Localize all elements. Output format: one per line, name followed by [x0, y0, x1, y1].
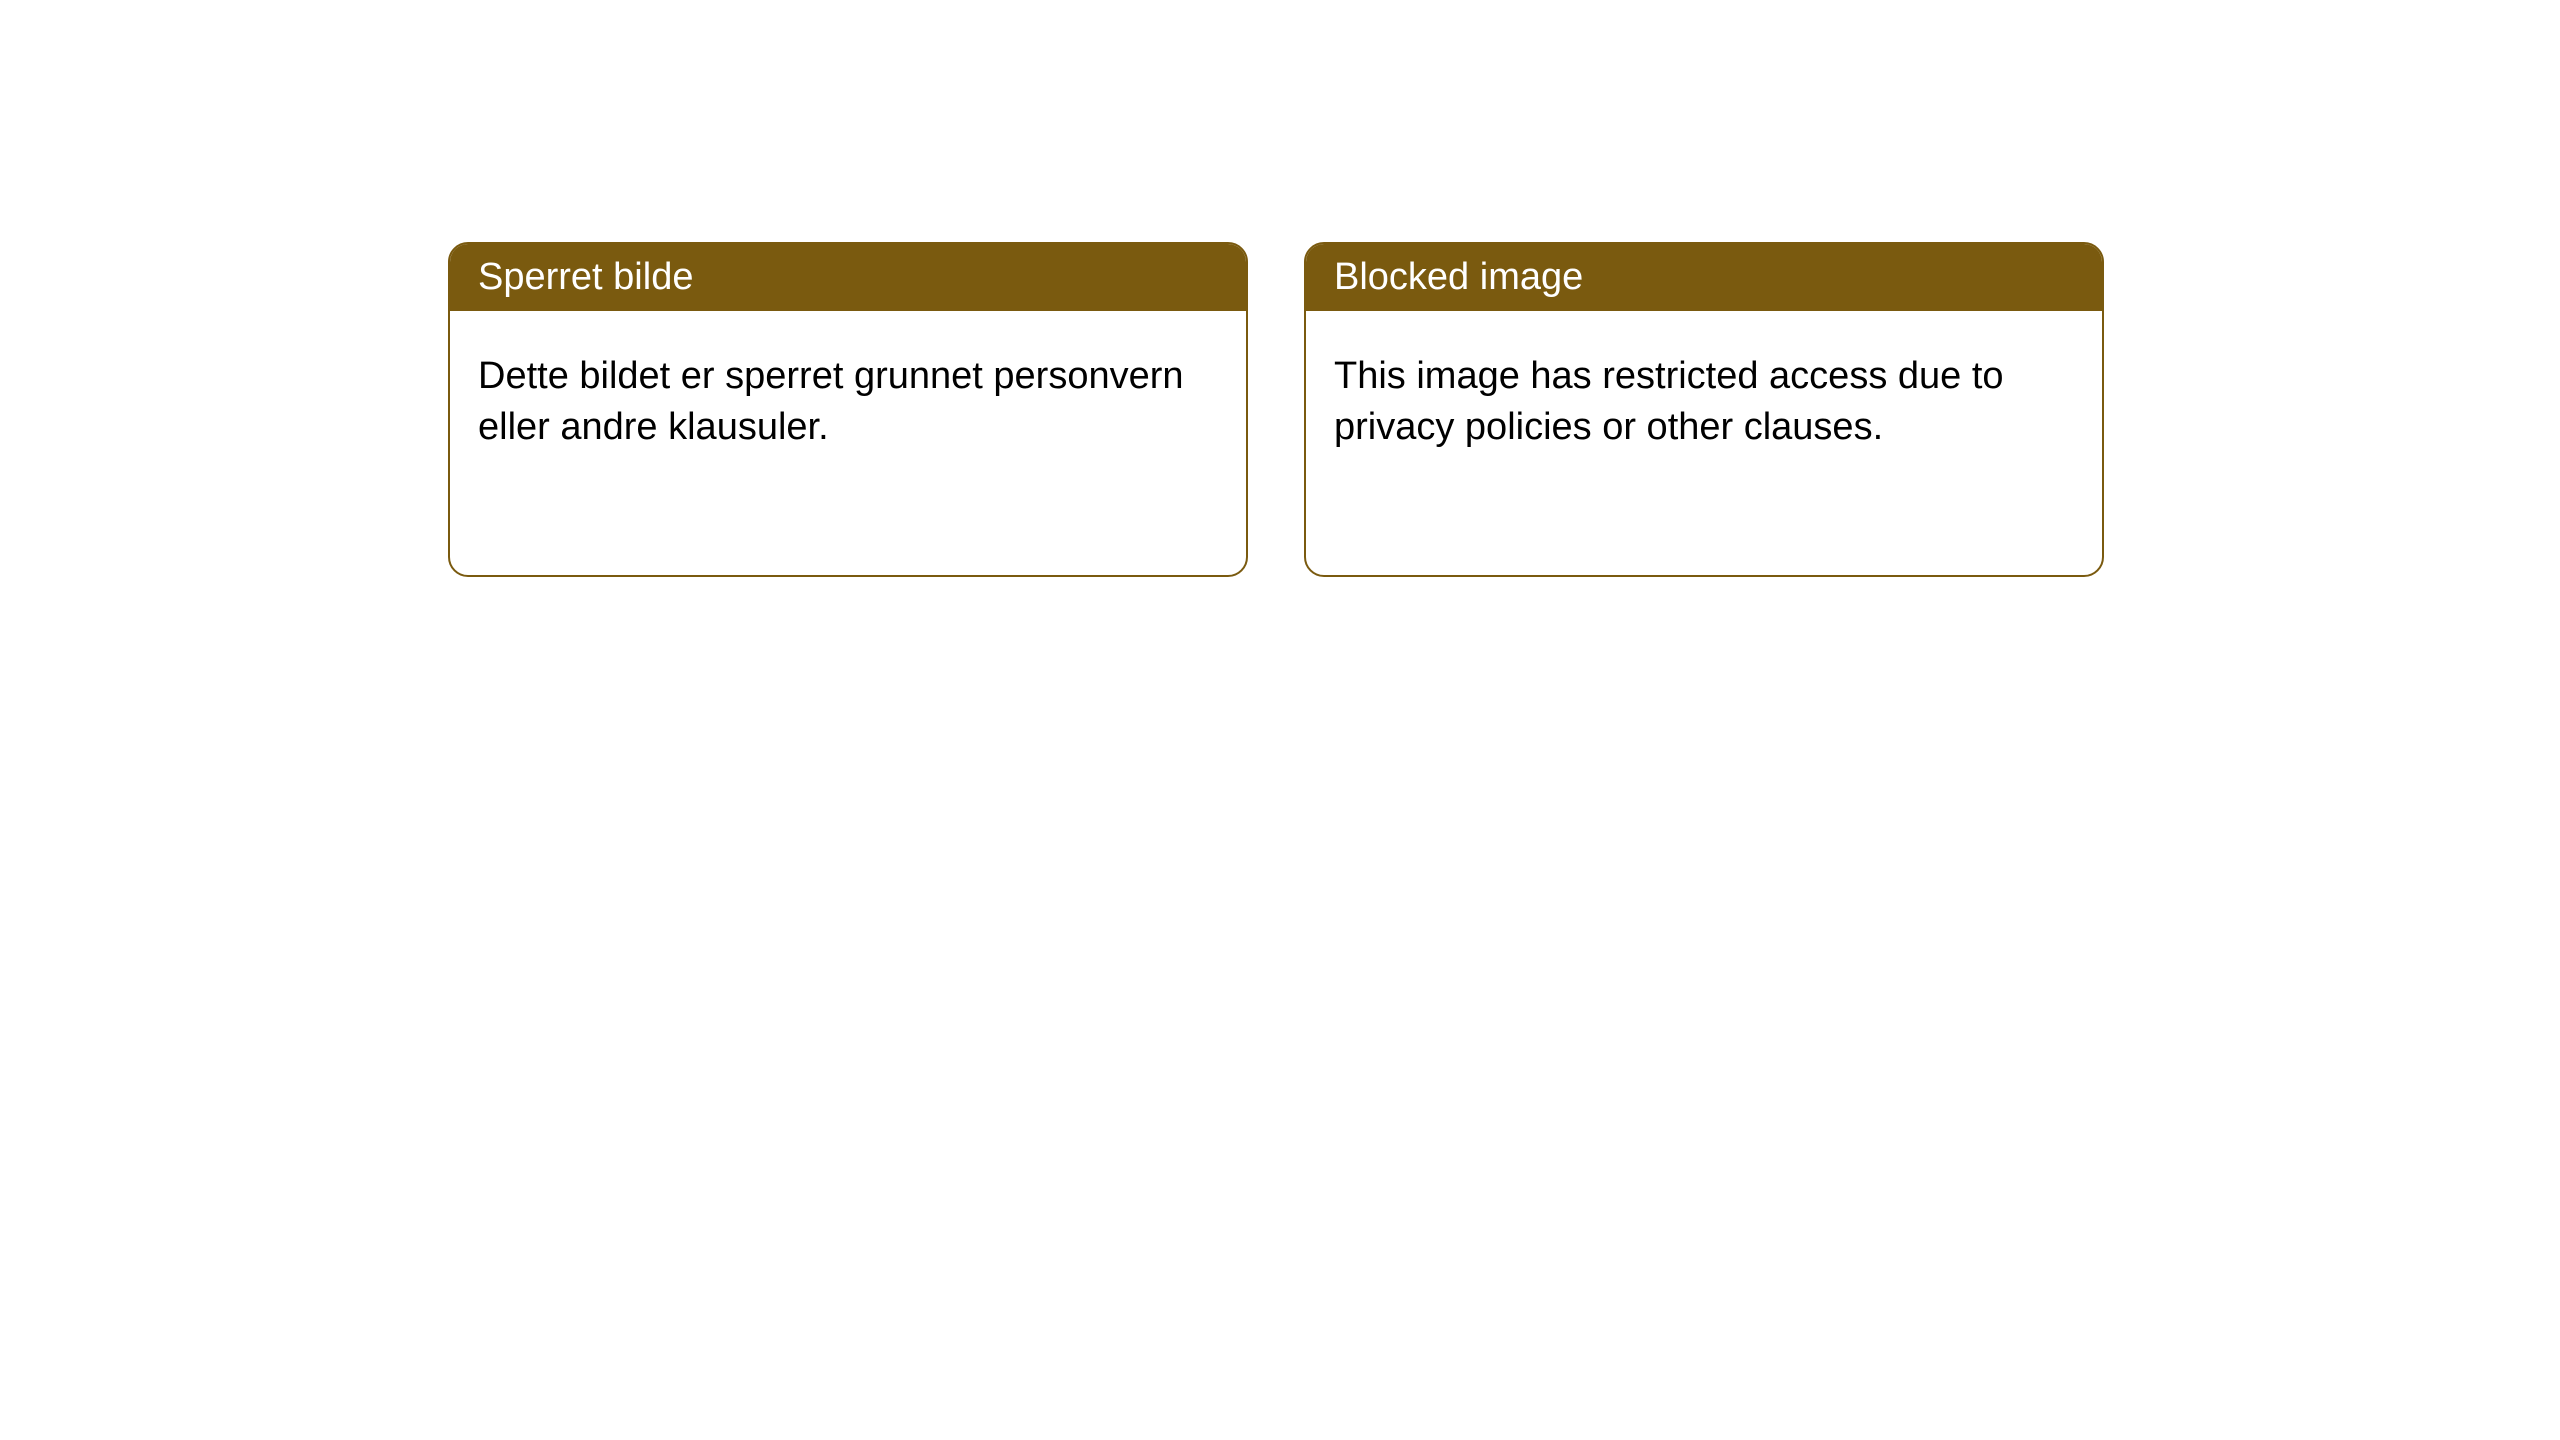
- blocked-image-card-no: Sperret bilde Dette bildet er sperret gr…: [448, 242, 1248, 577]
- card-header: Blocked image: [1306, 244, 2102, 311]
- card-title: Blocked image: [1334, 256, 1583, 298]
- card-message: This image has restricted access due to …: [1334, 355, 2004, 448]
- card-body: Dette bildet er sperret grunnet personve…: [450, 311, 1246, 494]
- card-body: This image has restricted access due to …: [1306, 311, 2102, 494]
- card-header: Sperret bilde: [450, 244, 1246, 311]
- card-title: Sperret bilde: [478, 256, 693, 298]
- card-message: Dette bildet er sperret grunnet personve…: [478, 355, 1184, 448]
- notice-container: Sperret bilde Dette bildet er sperret gr…: [448, 242, 2104, 577]
- blocked-image-card-en: Blocked image This image has restricted …: [1304, 242, 2104, 577]
